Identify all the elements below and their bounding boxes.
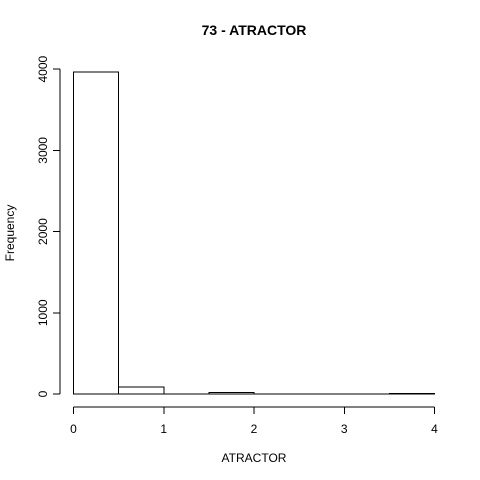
y-axis-label: Frequency	[3, 205, 17, 262]
histogram-bar	[118, 386, 165, 395]
y-axis: 0 1000 2000 3000 4000	[36, 55, 61, 397]
x-axis-label: ATRACTOR	[222, 451, 287, 465]
x-tick-label: 4	[431, 422, 438, 436]
y-tick-label: 0	[36, 390, 50, 397]
y-tick-label: 2000	[36, 218, 50, 245]
bars-group	[73, 71, 436, 395]
histogram-bar	[208, 391, 255, 395]
x-axis: 0 1 2 3 4	[70, 406, 438, 436]
x-tick-label: 2	[251, 422, 258, 436]
x-tick-label: 1	[160, 422, 167, 436]
chart-title: 73 - ATRACTOR	[202, 22, 307, 38]
y-tick-label: 4000	[36, 55, 50, 82]
y-tick-label: 1000	[36, 299, 50, 326]
histogram-bar	[388, 392, 436, 395]
histogram-bar	[73, 71, 120, 395]
y-tick-label: 3000	[36, 137, 50, 164]
x-tick-label: 0	[70, 422, 77, 436]
x-tick-label: 3	[341, 422, 348, 436]
